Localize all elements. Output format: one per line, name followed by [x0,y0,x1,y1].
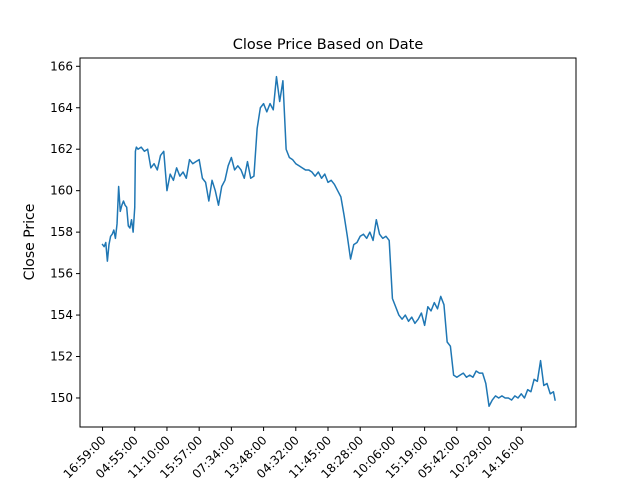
y-tick-label: 154 [50,308,73,322]
y-tick-label: 158 [50,225,73,239]
y-tick-label: 150 [50,391,73,405]
y-tick-label: 166 [50,59,73,73]
plot-frame [79,57,577,428]
plot-area [80,58,576,427]
y-tick-label: 162 [50,142,73,156]
chart-title: Close Price Based on Date [233,37,424,53]
y-tick-label: 156 [50,267,73,281]
y-tick-label: 152 [50,350,73,364]
y-tick-label: 164 [50,101,73,115]
x-axis-ticks: 16:59:0004:55:0011:10:0015:57:0007:34:00… [61,427,527,480]
y-axis-ticks: 150 152 154 156 158 160 162 164 166 [50,59,80,405]
y-axis-title: Close Price [22,204,38,281]
series-group [101,75,556,408]
series-line-0 [101,75,556,408]
y-tick-label: 160 [50,184,73,198]
